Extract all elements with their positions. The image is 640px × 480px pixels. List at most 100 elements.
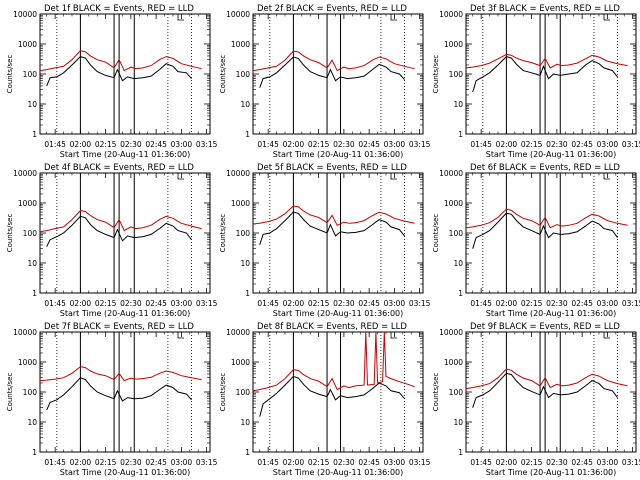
series-events-line: [259, 375, 405, 417]
panel-title: Det 7f BLACK = Events, RED = LLD: [44, 322, 194, 332]
panel-title: Det 6f BLACK = Events, RED = LLD: [470, 163, 620, 173]
x-tick-label: 02:00: [70, 458, 92, 467]
x-tick-label: 03:15: [622, 140, 640, 149]
y-tick-label: 100: [23, 388, 38, 397]
x-tick-label: 02:30: [120, 140, 142, 149]
x-tick-label: 02:15: [95, 140, 117, 149]
x-tick-label: 02:45: [145, 458, 167, 467]
x-tick-label: 02:00: [70, 299, 92, 308]
plot-frame: [252, 172, 424, 294]
x-tick-label: 02:15: [308, 299, 330, 308]
x-tick-label: 03:00: [171, 299, 193, 308]
x-tick-label: 03:15: [196, 140, 218, 149]
y-tick-label: 10: [27, 259, 37, 268]
y-tick-label: 1000: [18, 358, 37, 367]
x-tick-label: 01:45: [257, 140, 279, 149]
x-tick-label: 02:30: [120, 299, 142, 308]
y-tick-label: 10000: [439, 169, 463, 178]
series-lld-line: [252, 331, 415, 392]
x-axis-label: Start Time (20-Aug-11 01:36:00): [273, 468, 404, 477]
y-tick-label: 100: [23, 70, 38, 79]
series-events-line: [472, 372, 618, 408]
y-tick-label: 1000: [444, 199, 463, 208]
interval-bracket: [390, 14, 398, 21]
y-tick-label: 10000: [13, 10, 37, 19]
y-tick-label: 100: [236, 229, 251, 238]
y-tick-label: 1000: [18, 40, 37, 49]
plot-frame: [465, 331, 637, 453]
x-tick-label: 03:00: [597, 299, 619, 308]
plot-frame: [252, 13, 424, 135]
x-tick-label: 02:30: [333, 299, 355, 308]
x-tick-label: 03:00: [384, 299, 406, 308]
x-tick-label: 02:30: [333, 140, 355, 149]
x-tick-label: 03:15: [409, 458, 431, 467]
y-tick-label: 1000: [444, 40, 463, 49]
x-tick-label: 03:00: [171, 140, 193, 149]
x-tick-label: 02:30: [546, 299, 568, 308]
y-tick-label: 1000: [231, 40, 250, 49]
y-axis-label: Counts/sec: [6, 373, 14, 412]
y-tick-label: 1: [245, 130, 250, 139]
y-tick-label: 1: [245, 289, 250, 298]
x-tick-label: 03:15: [622, 299, 640, 308]
panel-title: Det 3f BLACK = Events, RED = LLD: [470, 4, 620, 14]
x-tick-label: 02:30: [546, 140, 568, 149]
series-events-line: [472, 212, 618, 249]
x-axis-label: Start Time (20-Aug-11 01:36:00): [486, 150, 617, 159]
interval-bracket: [603, 14, 611, 21]
x-tick-label: 01:45: [470, 299, 492, 308]
series-lld-line: [465, 208, 628, 229]
panel-9: Det 9f BLACK = Events, RED = LLD Counts/s…: [432, 322, 640, 477]
panel-title: Det 1f BLACK = Events, RED = LLD: [44, 4, 194, 14]
panel-7: Det 7f BLACK = Events, RED = LLD Counts/s…: [6, 322, 218, 477]
interval-bracket: [603, 173, 611, 180]
x-tick-label: 03:15: [409, 299, 431, 308]
y-tick-label: 10: [453, 259, 463, 268]
panel-5: Det 5f BLACK = Events, RED = LLD Counts/s…: [219, 163, 431, 318]
panel-title: Det 9f BLACK = Events, RED = LLD: [470, 322, 620, 332]
x-tick-label: 01:45: [44, 140, 66, 149]
series-events-line: [259, 211, 405, 246]
x-tick-label: 02:00: [496, 299, 518, 308]
y-tick-label: 100: [449, 229, 464, 238]
y-tick-label: 10000: [226, 328, 250, 337]
interval-bracket: [177, 14, 185, 21]
y-tick-label: 1000: [231, 199, 250, 208]
interval-bracket: [390, 173, 398, 180]
x-axis-label: Start Time (20-Aug-11 01:36:00): [60, 468, 191, 477]
y-tick-label: 100: [449, 388, 464, 397]
y-axis-label: Counts/sec: [432, 55, 440, 94]
y-tick-label: 10000: [13, 169, 37, 178]
x-tick-label: 02:45: [145, 299, 167, 308]
panel-title: Det 5f BLACK = Events, RED = LLD: [257, 163, 407, 173]
x-tick-label: 02:15: [521, 140, 543, 149]
x-axis-label: Start Time (20-Aug-11 01:36:00): [273, 309, 404, 318]
series-events-line: [46, 56, 192, 87]
y-tick-label: 10: [27, 418, 37, 427]
y-tick-label: 1: [458, 448, 463, 457]
x-tick-label: 02:00: [283, 458, 305, 467]
x-tick-label: 02:45: [358, 458, 380, 467]
x-axis-label: Start Time (20-Aug-11 01:36:00): [60, 309, 191, 318]
x-axis-label: Start Time (20-Aug-11 01:36:00): [60, 150, 191, 159]
y-axis-label: Counts/sec: [219, 55, 227, 94]
y-tick-label: 100: [23, 229, 38, 238]
y-tick-label: 1: [32, 289, 37, 298]
x-tick-label: 02:00: [283, 299, 305, 308]
series-lld-line: [252, 50, 415, 72]
x-tick-label: 03:00: [597, 140, 619, 149]
panel-title: Det 8f BLACK = Events, RED = LLD: [257, 322, 407, 332]
y-tick-label: 10000: [13, 328, 37, 337]
series-lld-line: [252, 205, 415, 226]
x-tick-label: 03:15: [622, 458, 640, 467]
panel-3: Det 3f BLACK = Events, RED = LLD Counts/s…: [432, 4, 640, 159]
y-tick-label: 10: [240, 259, 250, 268]
y-tick-label: 1: [32, 448, 37, 457]
series-events-line: [46, 377, 192, 411]
series-lld-line: [39, 50, 202, 72]
x-tick-label: 02:15: [521, 299, 543, 308]
y-tick-label: 10: [453, 418, 463, 427]
x-tick-label: 02:45: [358, 140, 380, 149]
x-tick-label: 02:15: [95, 458, 117, 467]
